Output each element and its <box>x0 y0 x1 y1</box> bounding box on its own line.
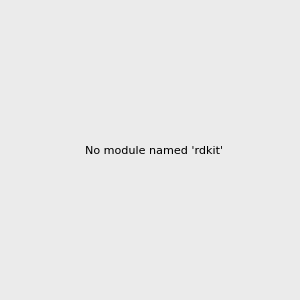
Text: No module named 'rdkit': No module named 'rdkit' <box>85 146 223 157</box>
